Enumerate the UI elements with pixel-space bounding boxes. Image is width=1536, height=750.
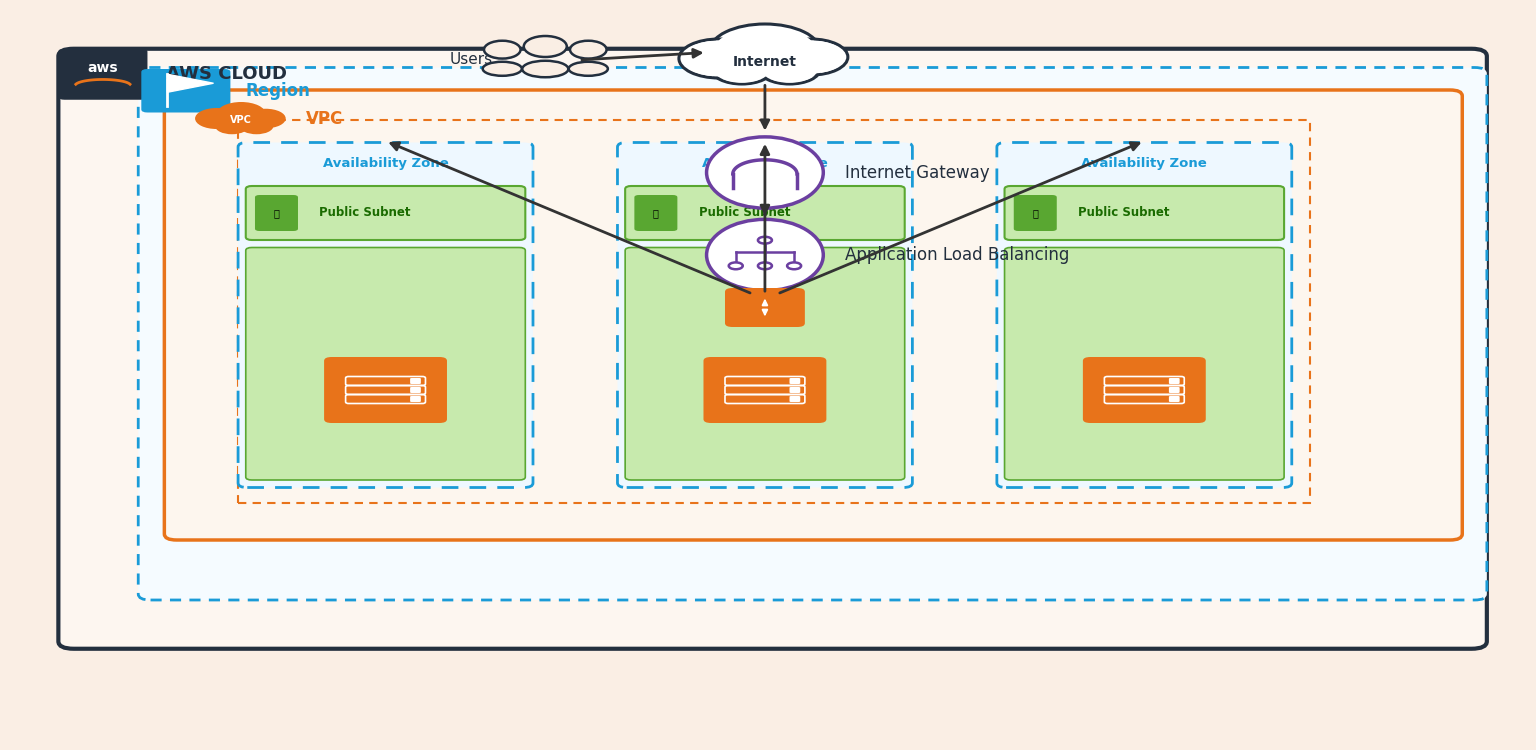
FancyBboxPatch shape [138,68,1487,600]
Circle shape [757,262,773,269]
Circle shape [762,56,817,82]
Ellipse shape [522,61,568,77]
Text: VPC: VPC [230,115,252,125]
FancyBboxPatch shape [58,49,147,100]
FancyBboxPatch shape [410,378,421,384]
FancyBboxPatch shape [1005,186,1284,240]
Text: Availability Zone: Availability Zone [702,157,828,170]
Circle shape [786,262,802,269]
Text: Public Subnet: Public Subnet [319,206,412,220]
Text: Users: Users [450,53,493,68]
Text: AWS CLOUD: AWS CLOUD [166,65,287,83]
FancyBboxPatch shape [997,142,1292,488]
FancyBboxPatch shape [1169,396,1180,402]
Circle shape [246,109,286,128]
FancyBboxPatch shape [790,378,800,384]
Circle shape [710,24,820,78]
Circle shape [774,39,848,75]
Polygon shape [167,74,214,92]
Circle shape [682,40,756,76]
FancyBboxPatch shape [1169,387,1180,393]
FancyBboxPatch shape [164,90,1462,540]
Circle shape [679,39,759,78]
FancyBboxPatch shape [324,357,447,423]
FancyBboxPatch shape [617,142,912,488]
FancyBboxPatch shape [634,195,677,231]
Text: VPC: VPC [306,110,343,128]
FancyBboxPatch shape [1169,378,1180,384]
Text: 🔒: 🔒 [653,208,659,218]
Circle shape [757,237,773,244]
FancyBboxPatch shape [790,396,800,402]
FancyBboxPatch shape [725,288,805,327]
Text: Application Load Balancing: Application Load Balancing [845,246,1069,264]
Text: Availability Zone: Availability Zone [1081,157,1207,170]
Circle shape [759,54,820,84]
FancyBboxPatch shape [1083,357,1206,423]
FancyBboxPatch shape [246,186,525,240]
Text: Public Subnet: Public Subnet [1078,206,1170,220]
FancyBboxPatch shape [58,49,1487,649]
Circle shape [714,56,770,82]
Circle shape [217,102,266,126]
Text: Internet: Internet [733,55,797,68]
Ellipse shape [707,136,823,208]
Circle shape [711,54,773,84]
FancyBboxPatch shape [238,142,533,488]
Text: 🔒: 🔒 [1032,208,1038,218]
FancyBboxPatch shape [625,248,905,480]
FancyBboxPatch shape [255,195,298,231]
Text: Public Subnet: Public Subnet [699,206,791,220]
Circle shape [777,40,845,74]
Circle shape [484,40,521,58]
Ellipse shape [482,62,522,76]
Bar [238,120,1310,502]
Circle shape [524,36,567,57]
Circle shape [570,40,607,58]
FancyBboxPatch shape [625,186,905,240]
FancyBboxPatch shape [410,396,421,402]
FancyBboxPatch shape [790,387,800,393]
Circle shape [240,118,273,134]
Circle shape [195,108,238,129]
Circle shape [714,26,816,76]
FancyBboxPatch shape [246,248,525,480]
FancyBboxPatch shape [703,357,826,423]
Circle shape [728,262,743,269]
Circle shape [215,118,249,134]
Ellipse shape [707,219,823,291]
Text: Internet Gateway: Internet Gateway [845,164,989,182]
Text: 🔒: 🔒 [273,208,280,218]
FancyBboxPatch shape [1014,195,1057,231]
Text: Availability Zone: Availability Zone [323,157,449,170]
Ellipse shape [568,62,608,76]
FancyBboxPatch shape [1005,248,1284,480]
Text: Region: Region [246,82,310,100]
Text: aws: aws [88,62,118,75]
FancyBboxPatch shape [141,69,230,112]
FancyBboxPatch shape [410,387,421,393]
